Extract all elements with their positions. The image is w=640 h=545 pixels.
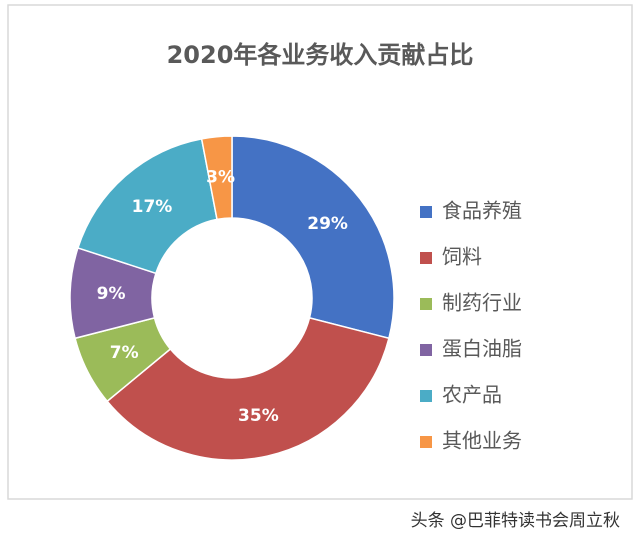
legend-swatch (420, 344, 432, 356)
legend-swatch (420, 252, 432, 264)
legend-swatch (420, 206, 432, 218)
legend-label: 农产品 (442, 383, 502, 407)
legend-swatch (420, 436, 432, 448)
data-label: 9% (97, 284, 126, 304)
legend-label: 饲料 (442, 245, 482, 269)
donut-slice (231, 135, 395, 340)
donut-slice (76, 137, 218, 275)
data-label: 7% (110, 343, 139, 363)
donut-slice (200, 135, 233, 221)
donut-slice (106, 316, 390, 461)
legend-swatch (420, 298, 432, 310)
legend-label: 其他业务 (442, 429, 522, 453)
legend-label: 食品养殖 (442, 199, 522, 223)
watermark: 头条 @巴菲特读书会周立秋 (411, 511, 620, 531)
legend-label: 制药行业 (442, 291, 522, 315)
legend-label: 蛋白油脂 (442, 337, 522, 361)
data-label: 35% (238, 406, 279, 426)
chart-title: 2020年各业务收入贡献占比 (167, 41, 474, 69)
data-label: 3% (206, 168, 235, 188)
data-label: 17% (132, 197, 173, 217)
legend-swatch (420, 390, 432, 402)
data-label: 29% (307, 214, 348, 234)
